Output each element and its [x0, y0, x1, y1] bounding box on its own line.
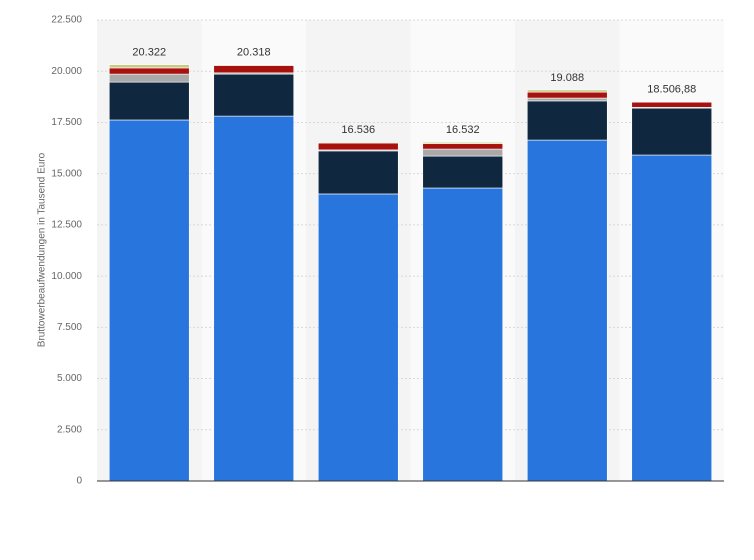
total-label: 20.318 — [237, 47, 271, 59]
bar-segment — [526, 89, 608, 93]
bar-segment — [526, 100, 608, 141]
bar-segment — [213, 115, 295, 482]
bar-segment — [108, 119, 190, 482]
total-label: 16.536 — [341, 124, 375, 136]
bar-segment — [213, 65, 295, 74]
bar-segment — [108, 73, 190, 83]
bar-segment — [526, 139, 608, 482]
total-label: 20.322 — [132, 47, 166, 59]
bar-segment — [317, 193, 399, 482]
y-axis-title: Bruttowerbeaufwendungen in Tausend Euro — [37, 152, 48, 347]
bar-segment — [526, 97, 608, 102]
background-bands — [97, 20, 724, 481]
total-label: 19.088 — [550, 72, 584, 84]
y-tick-label: 10.000 — [51, 271, 82, 282]
bar-segment — [422, 187, 504, 482]
bar-segment — [317, 150, 399, 195]
y-tick-label: 7.500 — [57, 322, 82, 333]
y-tick-label: 0 — [76, 476, 82, 487]
bar-segment — [317, 141, 399, 144]
bar-segment — [108, 81, 190, 121]
y-tick-label: 15.000 — [51, 168, 82, 179]
bar-segment — [422, 141, 504, 145]
y-tick-label: 17.500 — [51, 117, 82, 128]
total-label: 16.532 — [446, 124, 480, 136]
bar-segment — [422, 143, 504, 150]
y-tick-label: 2.500 — [57, 424, 82, 435]
bar-segment — [108, 67, 190, 75]
total-label: 18.506,88 — [647, 84, 696, 96]
y-tick-label: 20.000 — [51, 66, 82, 77]
y-tick-label: 5.000 — [57, 373, 82, 384]
bar-segment — [631, 101, 713, 108]
bar-segment — [108, 64, 190, 69]
bar-segment — [317, 142, 399, 151]
bar-segment — [422, 148, 504, 157]
bar-segment — [526, 91, 608, 99]
bar-segment — [631, 154, 713, 482]
bar-segment — [213, 73, 295, 117]
y-tick-label: 12.500 — [51, 220, 82, 231]
bar-segment — [422, 155, 504, 189]
bar-segment — [213, 64, 295, 66]
y-tick-label: 22.500 — [51, 15, 82, 26]
bar-segment — [631, 107, 713, 156]
